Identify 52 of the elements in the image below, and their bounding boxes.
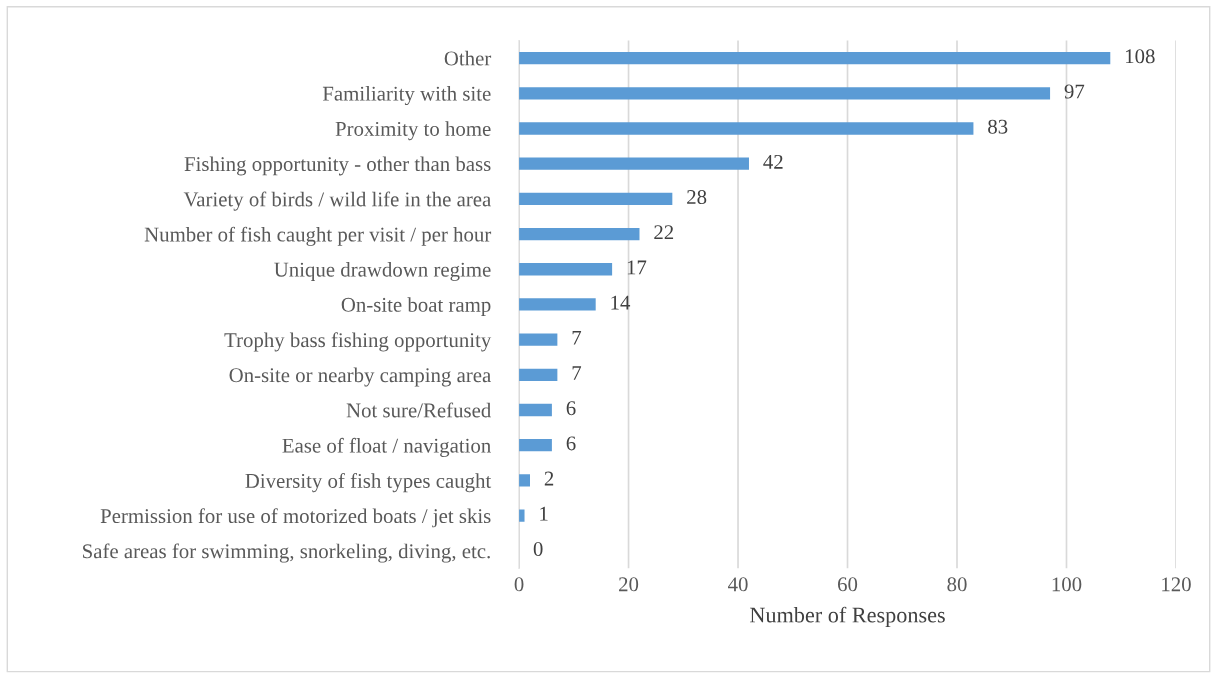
y-tick-label: Safe areas for swimming, snorkeling, diving, etc.: [83, 543, 490, 563]
y-tick-label: On-site boat ramp: [341, 297, 491, 317]
y-tick-label: Other: [444, 50, 492, 66]
x-tick-label: 0: [514, 577, 524, 592]
bar: [519, 51, 1111, 65]
bar: [519, 227, 640, 241]
bar: [519, 263, 613, 276]
y-tick-label: Fishing opportunity - other than bass: [184, 156, 491, 176]
data-label: 0: [533, 541, 543, 556]
bar: [519, 122, 974, 135]
y-tick-label: Proximity to home: [335, 121, 491, 141]
bar: [519, 87, 1051, 100]
bar: [519, 439, 552, 452]
x-tick-label: 80: [947, 577, 967, 592]
y-tick-label: Unique drawdown regime: [274, 262, 491, 281]
x-tick-label: 20: [619, 577, 639, 592]
x-tick-label: 40: [728, 577, 748, 592]
bar: [519, 368, 558, 381]
data-label: 14: [611, 295, 631, 310]
y-tick-label: Permission for use of motorized boats / jet skis: [100, 508, 491, 528]
bar: [519, 509, 525, 522]
data-label: 7: [572, 366, 582, 380]
y-tick-label: Diversity of fish types caught: [245, 473, 492, 493]
data-label: 6: [566, 401, 576, 416]
y-tick-label: On-site or nearby camping area: [229, 367, 491, 387]
x-tick-label: 120: [1162, 577, 1191, 592]
data-label: 17: [627, 260, 647, 275]
y-tick-label: Number of fish caught per visit / per hour: [144, 226, 492, 246]
bar: [519, 298, 596, 311]
y-tick-label: Variety of birds / wild life in the area: [183, 191, 491, 211]
x-tick-label: 100: [1052, 577, 1082, 592]
data-label: 83: [988, 119, 1008, 134]
data-label: 6: [566, 436, 576, 451]
data-label: 2: [544, 471, 554, 486]
y-tick-label: Trophy bass fishing opportunity: [224, 332, 492, 352]
data-label: 42: [763, 154, 783, 169]
bar: [519, 333, 558, 346]
data-label: 28: [687, 190, 707, 205]
bar: [519, 403, 552, 417]
y-tick-label: Familiarity with site: [322, 86, 491, 106]
bar: [519, 157, 749, 170]
data-label: 97: [1064, 84, 1085, 99]
data-label: 7: [572, 330, 582, 345]
data-label: 108: [1126, 49, 1155, 64]
data-label: 1: [540, 506, 548, 521]
x-axis-title: Number of Responses: [750, 606, 945, 628]
x-tick-label: 60: [838, 577, 858, 592]
y-tick-label: Ease of float / navigation: [282, 437, 491, 458]
y-tick-label: Not sure/Refused: [346, 402, 492, 418]
data-label: 22: [654, 225, 674, 240]
bar: [519, 192, 673, 206]
bar: [519, 474, 530, 487]
